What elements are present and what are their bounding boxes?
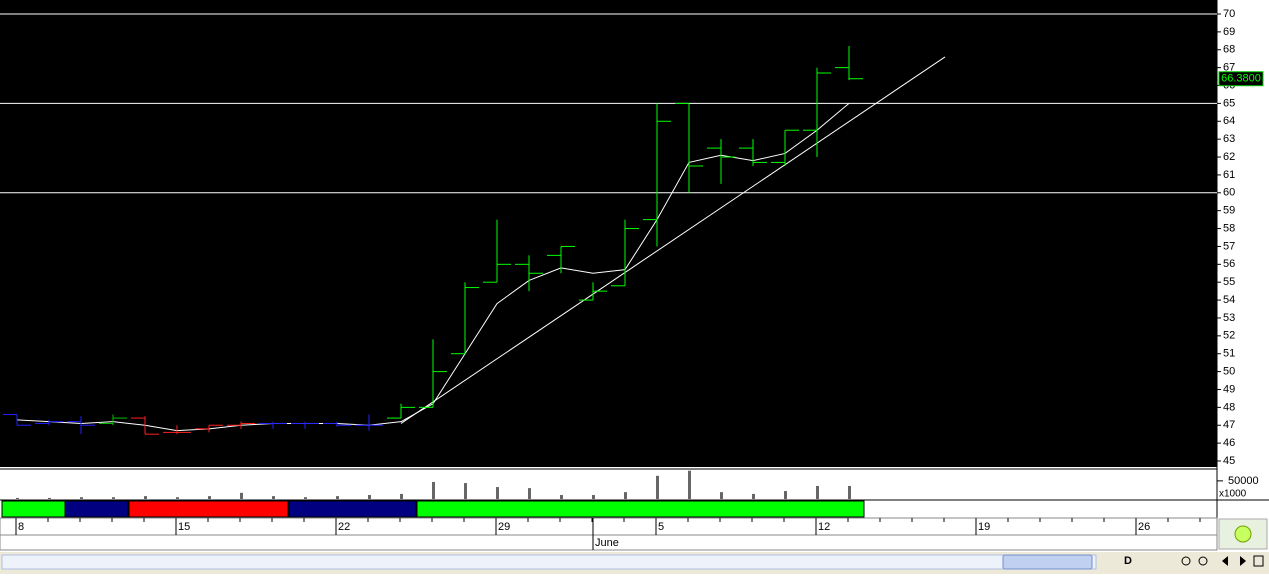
y-tick-label: 57	[1223, 240, 1235, 252]
volume-bar	[688, 470, 691, 499]
volume-bar	[560, 495, 563, 499]
volume-bar	[144, 496, 147, 499]
volume-bar	[528, 488, 531, 499]
band-segment	[416, 500, 865, 518]
band-segment	[1, 500, 66, 518]
band-segment	[64, 500, 129, 518]
y-tick-label: 50	[1223, 366, 1235, 378]
last-price-label: 66.3800	[1221, 73, 1261, 85]
y-tick-label: 61	[1223, 169, 1235, 181]
volume-bar	[176, 497, 179, 499]
volume-unit-label: x1000	[1219, 489, 1247, 500]
volume-bar	[656, 475, 659, 499]
volume-bar	[304, 497, 307, 499]
y-tick-label: 54	[1223, 294, 1235, 306]
zoom-out[interactable]	[1181, 556, 1191, 566]
price-panel	[0, 0, 1217, 467]
volume-bar	[16, 497, 19, 499]
smiley-icon	[1234, 525, 1252, 543]
y-tick-label: 56	[1223, 258, 1235, 270]
band-segment	[128, 500, 289, 518]
y-tick-label: 64	[1223, 115, 1235, 127]
y-tick-label: 70	[1223, 8, 1235, 20]
trendline	[400, 56, 946, 424]
y-tick-label: 47	[1223, 419, 1235, 431]
zoom-in[interactable]	[1198, 556, 1208, 566]
y-tick-label: 58	[1223, 222, 1235, 234]
volume-bar	[48, 497, 51, 499]
volume-bar	[848, 485, 851, 499]
y-tick-label: 55	[1223, 276, 1235, 288]
y-tick-label: 67	[1223, 62, 1235, 74]
date-label: 15	[178, 521, 190, 533]
volume-bar	[720, 492, 723, 499]
y-tick-label: 63	[1223, 133, 1235, 145]
y-tick-label: 49	[1223, 383, 1235, 395]
y-tick-label: 53	[1223, 312, 1235, 324]
date-axis	[0, 517, 1218, 551]
scrollbar-track[interactable]	[1, 554, 1097, 570]
volume-bar	[464, 483, 467, 499]
y-tick-label: 65	[1223, 97, 1235, 109]
date-label: 12	[818, 521, 830, 533]
volume-bar	[752, 493, 755, 499]
y-tick-label: 62	[1223, 151, 1235, 163]
axis-panel	[1217, 0, 1269, 518]
last-price-box	[1218, 71, 1264, 87]
band-segment	[288, 500, 417, 518]
volume-bar	[272, 496, 275, 499]
volume-bar	[368, 495, 371, 499]
volume-bar	[336, 496, 339, 499]
y-tick-label: 48	[1223, 401, 1235, 413]
date-label: 8	[18, 521, 24, 533]
scrollbar-thumb[interactable]	[1002, 554, 1093, 570]
scroll-right[interactable]	[1240, 556, 1246, 566]
y-tick-label: 51	[1223, 348, 1235, 360]
volume-bar	[432, 481, 435, 499]
date-label: 26	[1138, 521, 1150, 533]
volume-bar	[816, 485, 819, 499]
volume-bar	[112, 497, 115, 499]
date-label: 19	[978, 521, 990, 533]
volume-bar	[784, 491, 787, 499]
maximize-button[interactable]	[1253, 555, 1264, 567]
toolbar-button[interactable]: D	[1124, 555, 1132, 567]
y-tick-label: 52	[1223, 330, 1235, 342]
y-tick-label: 69	[1223, 26, 1235, 38]
date-label: 5	[658, 521, 664, 533]
volume-bar	[240, 492, 243, 499]
volume-bar	[624, 492, 627, 499]
y-tick-label: 68	[1223, 44, 1235, 56]
volume-bar	[400, 493, 403, 499]
y-tick-label: 45	[1223, 455, 1235, 467]
volume-bar	[496, 487, 499, 499]
date-label: 29	[498, 521, 510, 533]
y-tick-label: 60	[1223, 187, 1235, 199]
volume-bar	[208, 496, 211, 499]
y-tick-label: 46	[1223, 437, 1235, 449]
volume-bar	[80, 497, 83, 499]
y-tick-label: 59	[1223, 205, 1235, 217]
month-label: June	[595, 537, 619, 549]
date-label: 22	[338, 521, 350, 533]
volume-bar	[592, 495, 595, 499]
volume-tick-label: 50000	[1228, 475, 1259, 487]
scroll-left[interactable]	[1222, 556, 1228, 566]
